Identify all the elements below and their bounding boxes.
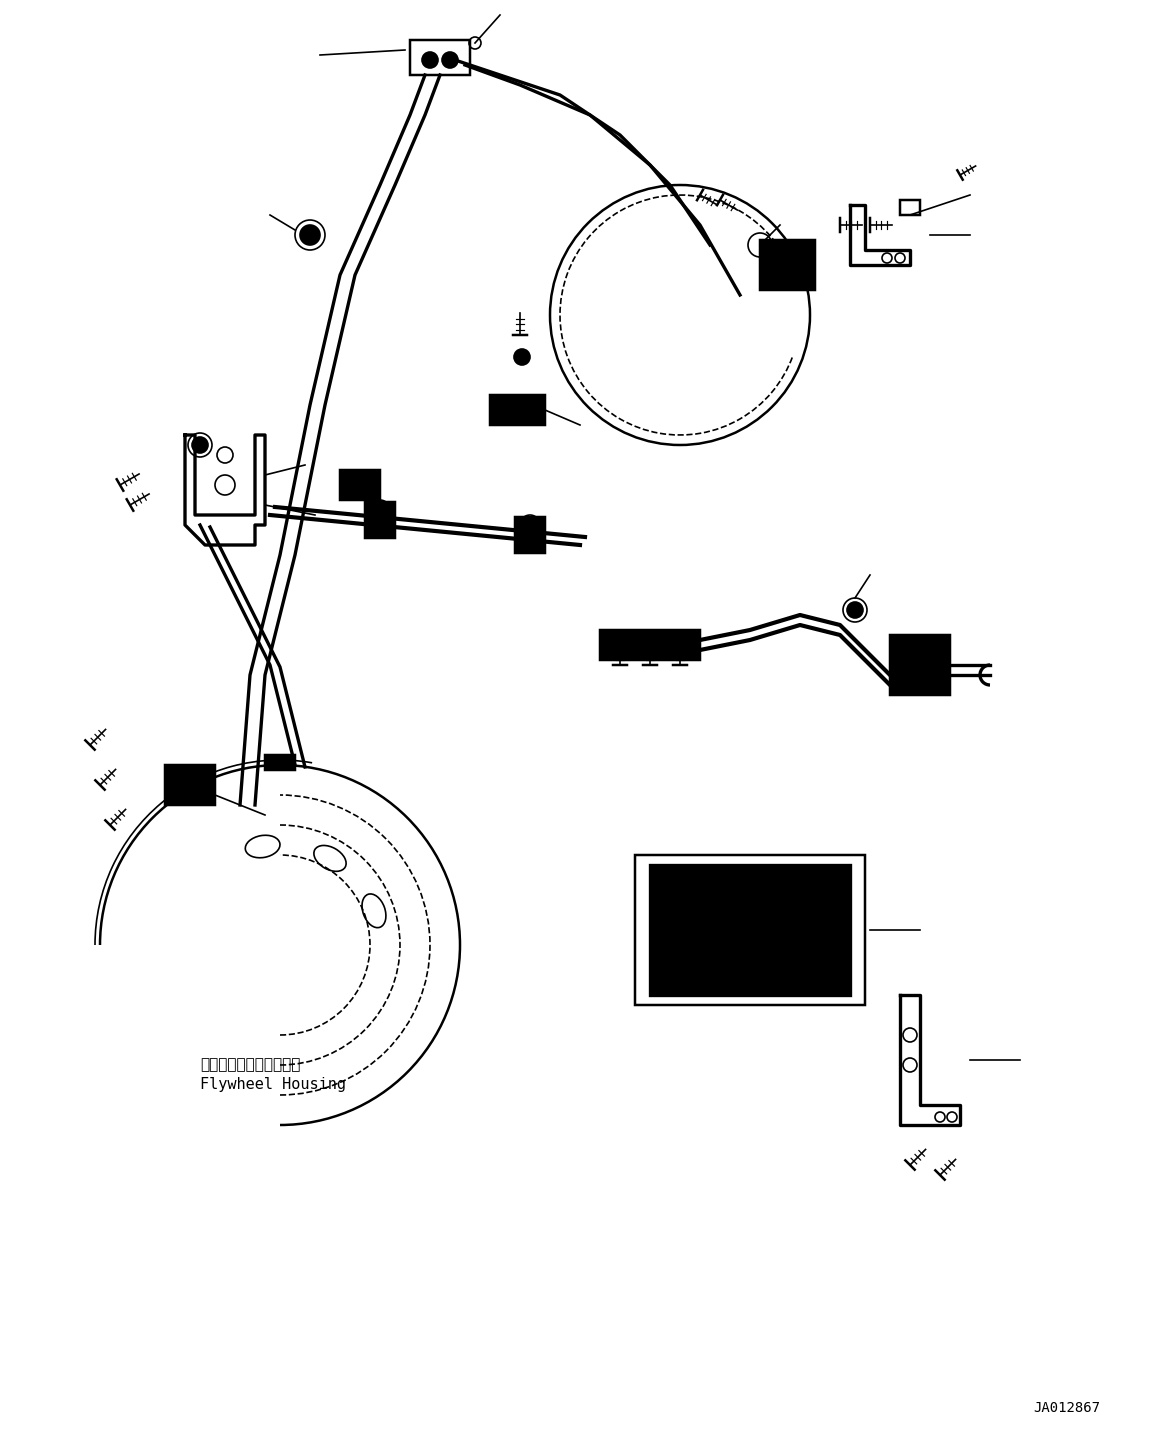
Circle shape <box>300 225 320 246</box>
Bar <box>365 501 395 538</box>
Circle shape <box>847 603 863 618</box>
Bar <box>600 630 700 660</box>
Circle shape <box>514 350 530 366</box>
Circle shape <box>422 52 438 68</box>
Text: Flywheel Housing: Flywheel Housing <box>200 1078 347 1092</box>
Bar <box>340 470 380 500</box>
Bar <box>165 764 215 805</box>
Bar <box>265 754 295 770</box>
Bar <box>659 876 840 985</box>
Bar <box>635 855 865 1006</box>
Bar <box>765 246 809 285</box>
Bar <box>900 199 920 215</box>
Text: JA012867: JA012867 <box>1033 1402 1100 1415</box>
Bar <box>515 517 545 553</box>
Bar <box>411 40 470 75</box>
Bar <box>490 394 545 425</box>
Bar <box>759 240 815 290</box>
Bar <box>890 634 950 695</box>
Bar <box>650 866 850 996</box>
Bar <box>896 640 946 691</box>
Circle shape <box>442 52 458 68</box>
Circle shape <box>192 436 208 452</box>
Text: フライホイルハウジング: フライホイルハウジング <box>200 1058 300 1072</box>
